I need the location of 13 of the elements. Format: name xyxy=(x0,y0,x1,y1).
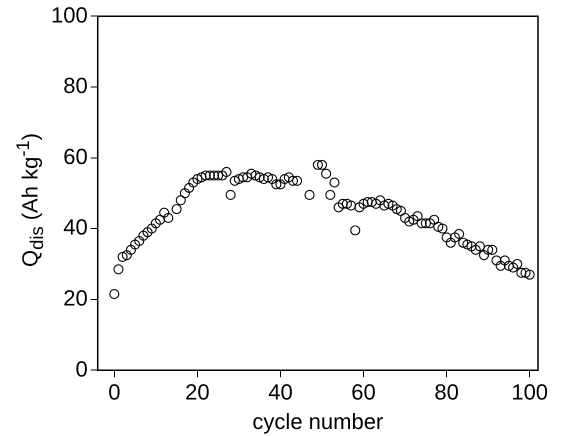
y-tick-label: 20 xyxy=(63,285,88,310)
y-tick-label: 100 xyxy=(50,2,88,28)
x-tick-label: 80 xyxy=(434,379,459,404)
x-tick-label: 60 xyxy=(351,379,376,404)
x-tick-label: 0 xyxy=(108,379,120,404)
x-axis-title: cycle number xyxy=(252,408,384,434)
x-tick-label: 20 xyxy=(185,379,210,404)
y-tick-label: 60 xyxy=(63,144,88,169)
y-tick-label: 0 xyxy=(75,356,88,382)
y-tick-label: 80 xyxy=(63,73,88,98)
x-tick-label: 100 xyxy=(511,379,548,404)
x-tick-label: 40 xyxy=(268,379,293,404)
y-tick-label: 40 xyxy=(63,214,88,240)
